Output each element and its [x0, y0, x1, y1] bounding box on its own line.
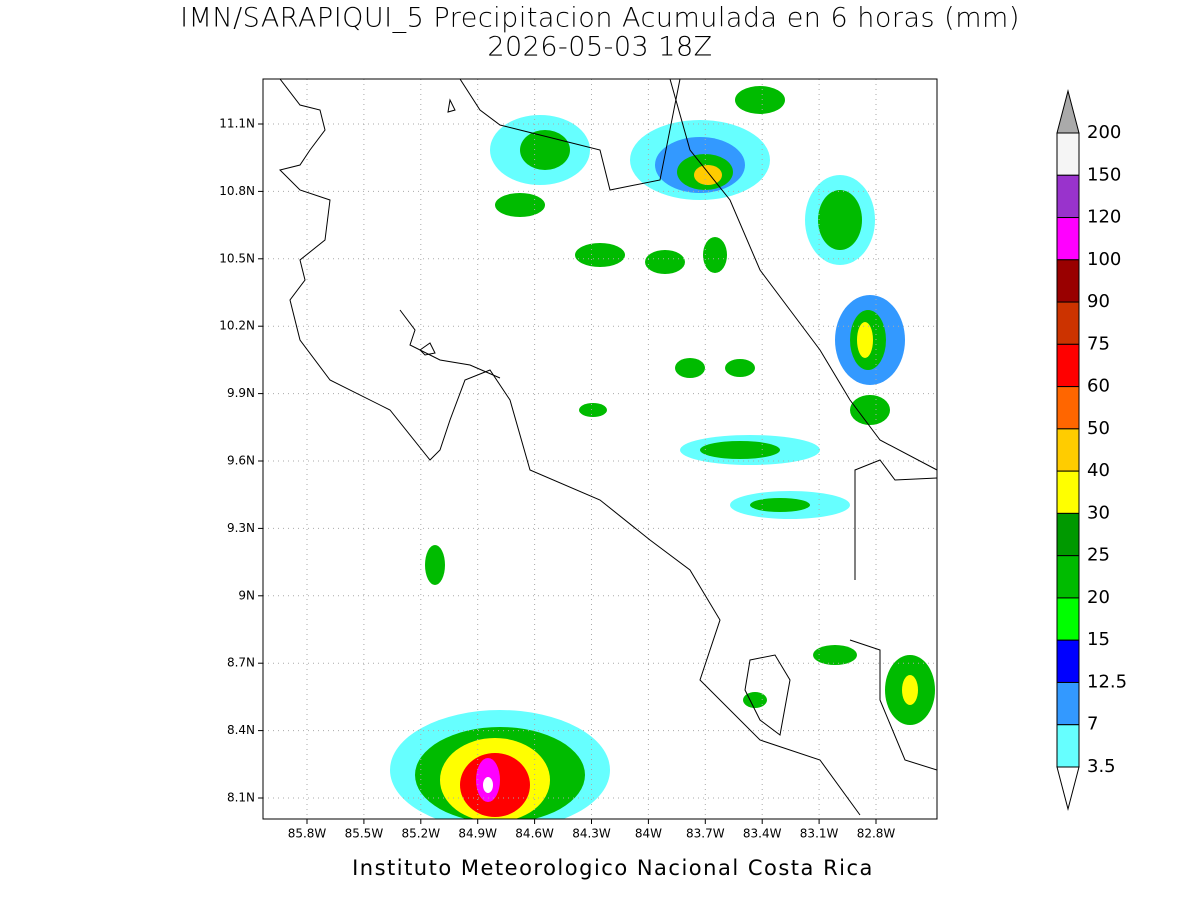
- colorbar-box: [1056, 724, 1080, 768]
- colorbar-box: [1056, 386, 1080, 430]
- x-tick-label: 84.3W: [572, 827, 611, 841]
- title: IMN/SARAPIQUI_5 Precipitacion Acumulada …: [180, 3, 1020, 34]
- y-tick-label: 9.3N: [227, 521, 255, 535]
- map-frame: [262, 78, 938, 820]
- precip-field: [390, 86, 935, 819]
- y-tick-label: 9.9N: [227, 386, 255, 400]
- colorbar-label: 15: [1087, 629, 1110, 650]
- x-tick-label: 85.5W: [345, 827, 384, 841]
- colorbar-box: [1056, 343, 1080, 388]
- colorbar-label: 20: [1087, 587, 1110, 608]
- colorbar-box: [1056, 639, 1080, 683]
- colorbar-box: [1056, 681, 1080, 726]
- colorbar-label: 75: [1087, 333, 1110, 354]
- colorbar-label: 60: [1087, 376, 1110, 397]
- colorbar-box: [1056, 301, 1080, 345]
- colorbar-label: 150: [1087, 164, 1121, 185]
- footer: Instituto Meteorologico Nacional Costa R…: [352, 856, 874, 880]
- x-tick-label: 85.2W: [402, 827, 441, 841]
- x-tick-label: 85.8W: [288, 827, 327, 841]
- x-tick-label: 83.7W: [686, 827, 725, 841]
- colorbar-label: 12.5: [1087, 671, 1127, 692]
- colorbar-box: [1056, 512, 1080, 557]
- subtitle: 2026-05-03 18Z: [487, 32, 712, 63]
- colorbar-label: 7: [1087, 714, 1098, 735]
- colorbar-label: 90: [1087, 291, 1110, 312]
- colorbar-label: 3.5: [1087, 756, 1116, 777]
- colorbar-label: 200: [1087, 122, 1121, 143]
- y-tick-label: 8.1N: [227, 791, 255, 805]
- x-tick-label: 82.8W: [857, 827, 896, 841]
- colorbar-box: [1056, 217, 1080, 261]
- colorbar-over: [1056, 89, 1080, 134]
- y-tick-label: 11.1N: [219, 117, 255, 131]
- colorbar-box: [1056, 555, 1080, 599]
- colorbar-box: [1056, 259, 1080, 303]
- y-tick-label: 9N: [238, 588, 255, 602]
- colorbar-label: 100: [1087, 249, 1121, 270]
- y-tick-label: 10.5N: [219, 251, 255, 265]
- y-tick-label: 8.7N: [227, 656, 255, 670]
- x-tick-label: 83.4W: [743, 827, 782, 841]
- map-area: [263, 79, 937, 819]
- colorbar-box: [1056, 470, 1080, 514]
- colorbar-box: [1056, 597, 1080, 641]
- colorbar-label: 30: [1087, 502, 1110, 523]
- colorbar-label: 50: [1087, 418, 1110, 439]
- y-tick-label: 10.2N: [219, 319, 255, 333]
- coastlines: [279, 79, 937, 816]
- y-tick-label: 9.6N: [227, 454, 255, 468]
- colorbar-box: [1056, 174, 1080, 219]
- y-tick-label: 10.8N: [219, 184, 255, 198]
- colorbar-label: 40: [1087, 460, 1110, 481]
- x-tick-label: 83.1W: [800, 827, 839, 841]
- x-tick-label: 84.9W: [458, 827, 497, 841]
- x-tick-label: 84.6W: [515, 827, 554, 841]
- colorbar-box: [1056, 132, 1080, 176]
- colorbar: 200 150 120 100 90 75 60 50 40 30 25 20 15 12.5 7 3.5: [1056, 89, 1127, 811]
- colorbar-label: 120: [1087, 207, 1121, 228]
- colorbar-under: [1056, 766, 1080, 811]
- y-tick-label: 8.4N: [227, 723, 255, 737]
- x-tick-label: 84W: [635, 827, 662, 841]
- colorbar-box: [1056, 428, 1080, 472]
- axes: 85.8W 85.5W 85.2W 84.9W 84.6W 84.3W 84W 83.7W 83…: [219, 117, 895, 841]
- colorbar-label: 25: [1087, 545, 1110, 566]
